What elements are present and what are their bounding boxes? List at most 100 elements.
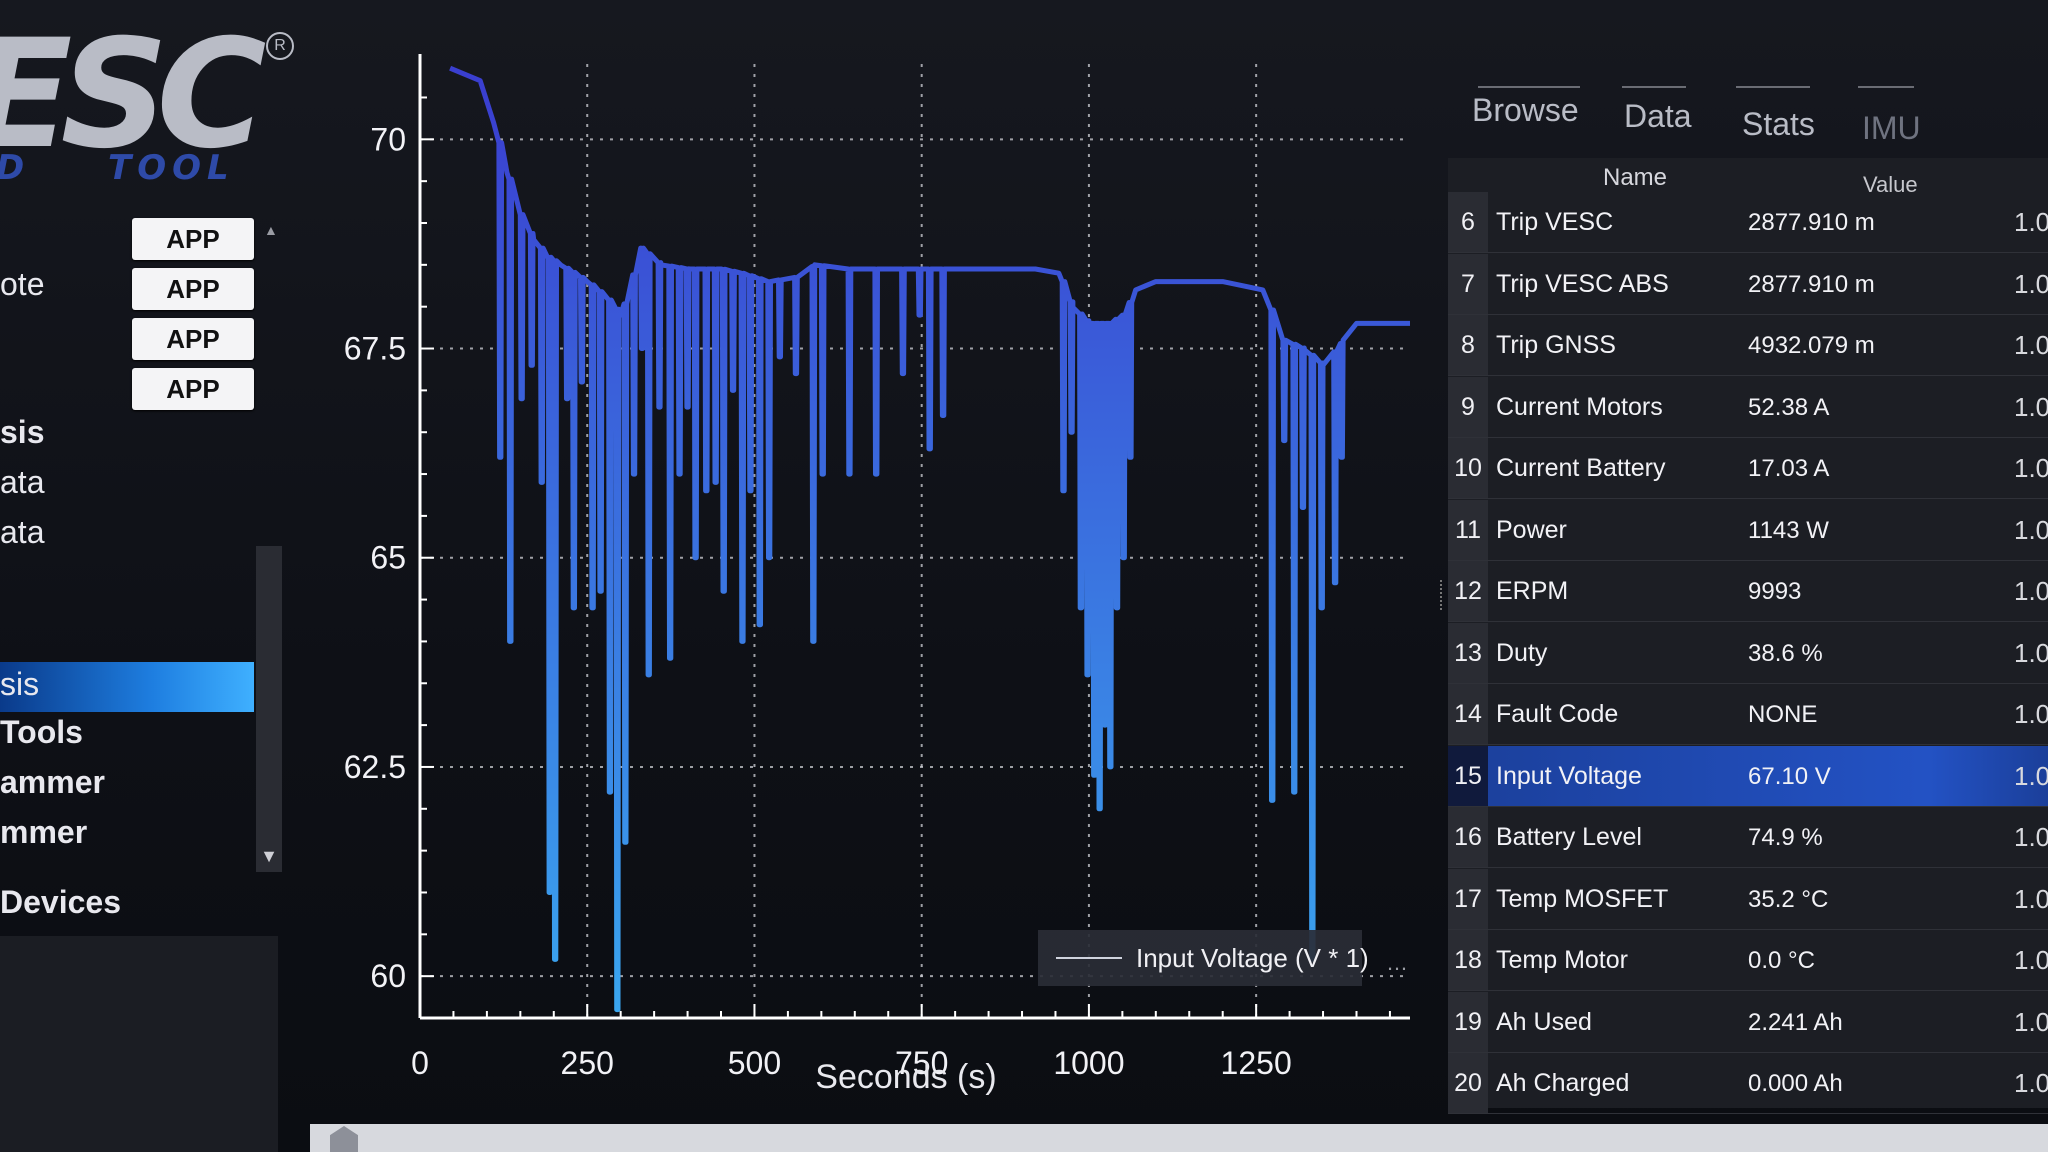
nav-item-log-analysis[interactable]: sis [0, 666, 40, 702]
table-row[interactable]: 16 Battery Level 74.9 % 1.0 [1448, 807, 2048, 868]
table-row[interactable]: 7 Trip VESC ABS 2877.910 m 1.0 [1448, 253, 2048, 315]
row-scale: 1.0 [2014, 760, 2048, 791]
row-value: 4932.079 m [1748, 332, 1875, 359]
table-row[interactable]: 12 ERPM 9993 1.0 [1448, 561, 2048, 622]
nav-item-programmer-2[interactable]: mmer [0, 814, 88, 850]
row-value: 0.000 Ah [1748, 1070, 1843, 1097]
logo-sub-text: TOOL [108, 148, 235, 188]
app-button-3[interactable]: APP [132, 318, 254, 360]
nav-scrollbar[interactable] [256, 546, 282, 872]
row-number: 11 [1448, 499, 1488, 561]
nav-item-analysis[interactable]: sis [0, 414, 45, 450]
nav-item-remote[interactable]: ote [0, 266, 45, 302]
table-row[interactable]: 17 Temp MOSFET 35.2 °C 1.0 [1448, 868, 2048, 930]
row-name: Trip VESC ABS [1496, 269, 1669, 298]
row-value: 2877.910 m [1748, 270, 1875, 298]
row-scale: 1.0 [2014, 391, 2048, 422]
row-number: 9 [1448, 376, 1488, 438]
row-number: 18 [1448, 930, 1488, 991]
row-scale: 1.0 [2014, 1068, 2048, 1098]
row-value: 17.03 A [1748, 455, 1830, 482]
row-name: Trip GNSS [1496, 331, 1616, 359]
row-name: Ah Charged [1496, 1069, 1630, 1097]
row-name: Input Voltage [1496, 761, 1642, 790]
nav-item-sampled-data[interactable]: ata [0, 514, 45, 550]
column-header-value[interactable]: Value [1863, 172, 1918, 197]
row-value: 0.0 °C [1748, 947, 1815, 974]
tab-imu[interactable]: IMU [1862, 110, 1921, 146]
row-value: 1143 W [1748, 516, 1829, 544]
row-number: 15 [1448, 745, 1488, 807]
row-separator [1448, 867, 2048, 868]
row-number: 17 [1448, 868, 1488, 930]
x-tick-label: 500 [728, 1045, 781, 1081]
row-separator [1448, 559, 2048, 561]
row-number: 20 [1448, 1053, 1488, 1114]
row-name: Battery Level [1496, 823, 1642, 851]
row-separator [1448, 1113, 2048, 1114]
legend-more-icon: … [1386, 950, 1408, 975]
table-row[interactable]: 9 Current Motors 52.38 A 1.0 [1448, 376, 2048, 438]
nav-item-rt-data[interactable]: ata [0, 464, 45, 500]
table-row[interactable]: 8 Trip GNSS 4932.079 m 1.0 [1448, 315, 2048, 376]
legend-entry: Input Voltage (V * 1) [1136, 943, 1369, 973]
panel-splitter[interactable] [1440, 580, 1446, 610]
app-button-1[interactable]: APP [132, 218, 254, 260]
app-button-4[interactable]: APP [132, 368, 254, 410]
row-name: Duty [1496, 638, 1548, 667]
row-separator [1448, 1051, 2048, 1053]
table-row[interactable]: 10 Current Battery 17.03 A 1.0 [1448, 438, 2048, 499]
row-number: 19 [1448, 991, 1488, 1053]
input-voltage-series-line [449, 65, 1410, 1013]
row-separator [1448, 498, 2048, 499]
row-scale: 1.0 [2014, 945, 2048, 975]
row-scale: 1.0 [2014, 268, 2048, 299]
row-value: 2877.910 m [1748, 209, 1875, 236]
x-tick-label: 1250 [1221, 1045, 1292, 1081]
column-header-name[interactable]: Name [1603, 164, 1668, 191]
row-number: 14 [1448, 684, 1488, 745]
x-tick-label: 250 [561, 1045, 614, 1081]
y-tick-label: 65 [370, 540, 406, 576]
row-value: 52.38 A [1748, 393, 1830, 421]
row-scale: 1.0 [2014, 637, 2048, 668]
nav-item-tools[interactable]: Tools [0, 714, 83, 750]
row-scale: 1.0 [2014, 822, 2048, 852]
table-row[interactable]: 13 Duty 38.6 % 1.0 [1448, 622, 2048, 684]
time-scrollbar[interactable] [310, 1124, 2048, 1152]
table-row[interactable]: 15 Input Voltage 67.10 V 1.0 [1448, 745, 2048, 807]
row-separator [1448, 928, 2048, 930]
table-row[interactable]: 20 Ah Charged 0.000 Ah 1.0 [1448, 1053, 2048, 1114]
row-separator [1448, 990, 2048, 991]
row-scale: 1.0 [2014, 514, 2048, 545]
table-row[interactable]: 14 Fault Code NONE 1.0 [1448, 684, 2048, 745]
row-value: 38.6 % [1748, 639, 1823, 667]
scroll-down-icon[interactable]: ▼ [260, 846, 278, 866]
row-name: ERPM [1496, 577, 1569, 605]
row-value: 35.2 °C [1748, 885, 1829, 913]
table-row[interactable]: 18 Temp Motor 0.0 °C 1.0 [1448, 930, 2048, 991]
row-name: Temp Motor [1496, 946, 1628, 974]
scroll-up-icon[interactable]: ▲ [264, 222, 278, 238]
table-row[interactable]: 11 Power 1143 W 1.0 [1448, 499, 2048, 561]
y-tick-label: 62.5 [344, 749, 406, 785]
logo-sub-left-text: D [0, 148, 24, 188]
row-number: 10 [1448, 438, 1488, 499]
tab-data[interactable]: Data [1624, 98, 1692, 134]
row-scale: 1.0 [2014, 1006, 2048, 1037]
row-number: 8 [1448, 315, 1488, 376]
row-name: Current Battery [1496, 454, 1666, 482]
chart-grid [419, 64, 1410, 1018]
nav-item-devices[interactable]: Devices [0, 884, 121, 920]
table-row[interactable]: 19 Ah Used 2.241 Ah 1.0 [1448, 991, 2048, 1053]
row-number: 16 [1448, 807, 1488, 868]
table-row[interactable]: 6 Trip VESC 2877.910 m 1.0 [1448, 192, 2048, 253]
input-voltage-chart[interactable]: 0 250 500 750 1000 1250 60 62.5 65 67.5 70 Seconds… [300, 40, 1440, 1120]
tab-stats[interactable]: Stats [1742, 106, 1815, 142]
nav-item-programmer[interactable]: ammer [0, 764, 105, 800]
row-number: 7 [1448, 253, 1488, 315]
tab-browse[interactable]: Browse [1472, 92, 1579, 128]
row-separator [1448, 313, 2048, 315]
app-button-2[interactable]: APP [132, 268, 254, 310]
